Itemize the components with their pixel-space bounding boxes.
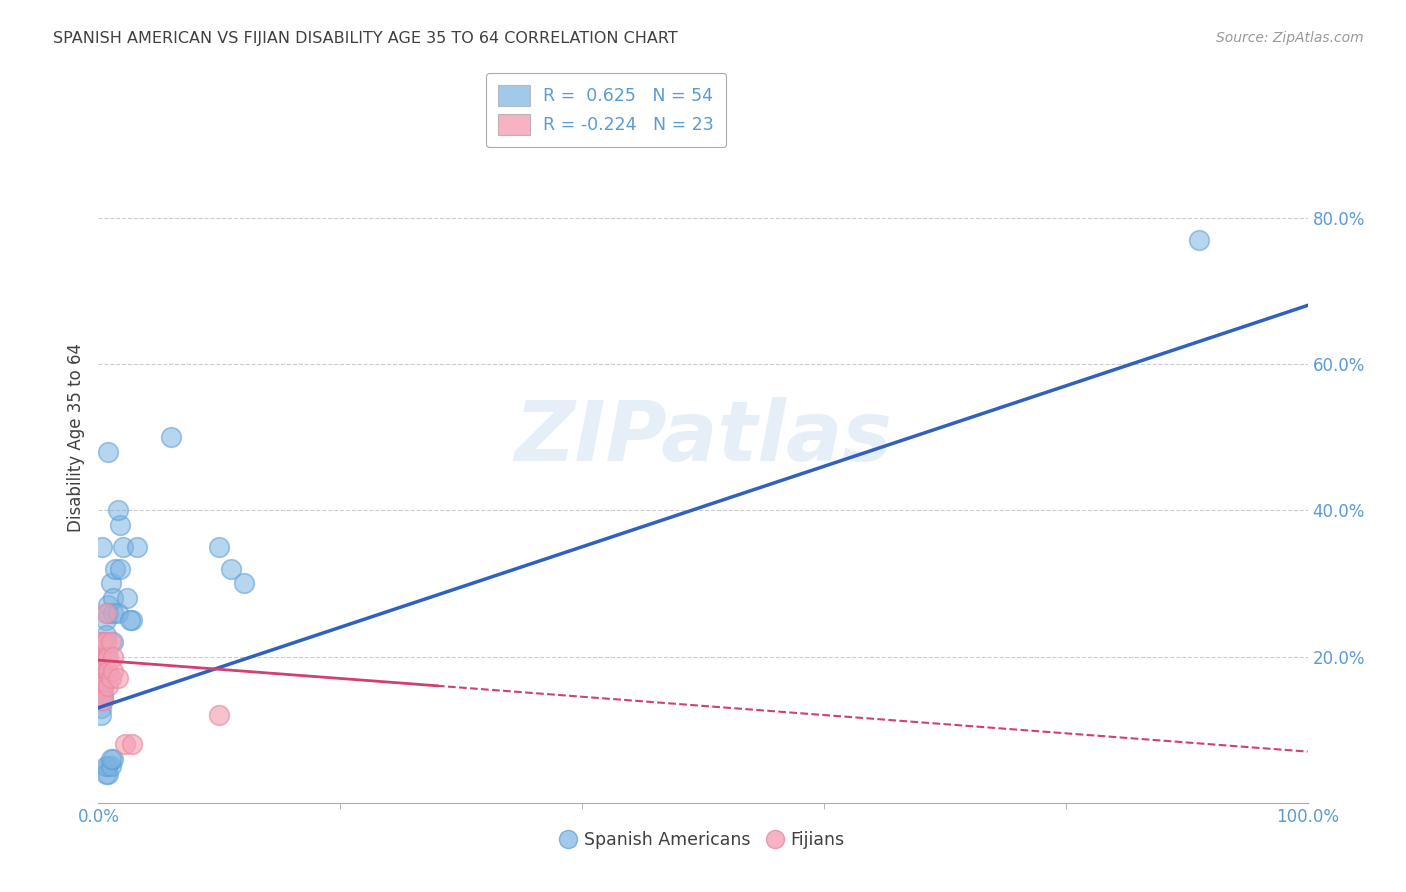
- Point: [90, 642, 112, 657]
- Point: [114, 737, 136, 751]
- Point: [1188, 233, 1211, 247]
- Point: [90, 664, 112, 678]
- Point: [100, 576, 122, 591]
- Point: [100, 752, 122, 766]
- Point: [117, 591, 139, 605]
- Point: [90, 635, 112, 649]
- Point: [91, 635, 114, 649]
- Point: [97, 679, 120, 693]
- Point: [221, 562, 243, 576]
- Point: [100, 635, 122, 649]
- Point: [208, 540, 231, 554]
- Point: [94, 649, 117, 664]
- Point: [121, 613, 143, 627]
- Point: [91, 679, 114, 693]
- Point: [90, 708, 112, 723]
- Point: [97, 664, 120, 678]
- Point: [90, 672, 112, 686]
- Point: [232, 576, 254, 591]
- Point: [127, 540, 149, 554]
- Point: [91, 635, 114, 649]
- Point: [160, 430, 183, 444]
- Point: [107, 503, 129, 517]
- Point: [108, 562, 131, 576]
- Text: ZIPatlas: ZIPatlas: [515, 397, 891, 477]
- Point: [90, 657, 112, 671]
- Point: [91, 686, 114, 700]
- Point: [208, 708, 231, 723]
- Point: [100, 759, 122, 773]
- Point: [91, 679, 114, 693]
- Point: [94, 649, 117, 664]
- Point: [97, 444, 120, 458]
- Point: [90, 679, 112, 693]
- Point: [97, 649, 120, 664]
- Point: [97, 606, 120, 620]
- Point: [89, 649, 111, 664]
- Point: [97, 759, 120, 773]
- Point: [101, 606, 124, 620]
- Point: [100, 672, 122, 686]
- Point: [90, 693, 112, 707]
- Point: [118, 613, 141, 627]
- Text: Source: ZipAtlas.com: Source: ZipAtlas.com: [1216, 31, 1364, 45]
- Point: [90, 657, 112, 671]
- Point: [94, 606, 117, 620]
- Point: [91, 672, 114, 686]
- Point: [91, 693, 114, 707]
- Point: [94, 759, 117, 773]
- Point: [89, 686, 111, 700]
- Point: [97, 766, 120, 780]
- Text: SPANISH AMERICAN VS FIJIAN DISABILITY AGE 35 TO 64 CORRELATION CHART: SPANISH AMERICAN VS FIJIAN DISABILITY AG…: [53, 31, 678, 46]
- Point: [121, 737, 143, 751]
- Point: [94, 635, 117, 649]
- Point: [101, 591, 124, 605]
- Point: [101, 635, 124, 649]
- Point: [89, 672, 111, 686]
- Point: [107, 606, 129, 620]
- Point: [101, 664, 124, 678]
- Point: [91, 686, 114, 700]
- Point: [97, 599, 120, 613]
- Point: [90, 635, 112, 649]
- Point: [94, 613, 117, 627]
- Point: [90, 679, 112, 693]
- Point: [104, 562, 127, 576]
- Point: [89, 686, 111, 700]
- Point: [89, 657, 111, 671]
- Legend: Spanish Americans, Fijians: Spanish Americans, Fijians: [554, 824, 852, 856]
- Point: [91, 540, 114, 554]
- Point: [94, 766, 117, 780]
- Point: [94, 627, 117, 641]
- Point: [90, 700, 112, 714]
- Point: [111, 540, 134, 554]
- Point: [108, 517, 131, 532]
- Point: [107, 672, 129, 686]
- Point: [101, 649, 124, 664]
- Point: [90, 672, 112, 686]
- Point: [91, 635, 114, 649]
- Point: [101, 752, 124, 766]
- Y-axis label: Disability Age 35 to 64: Disability Age 35 to 64: [66, 343, 84, 532]
- Point: [91, 693, 114, 707]
- Point: [89, 664, 111, 678]
- Point: [91, 657, 114, 671]
